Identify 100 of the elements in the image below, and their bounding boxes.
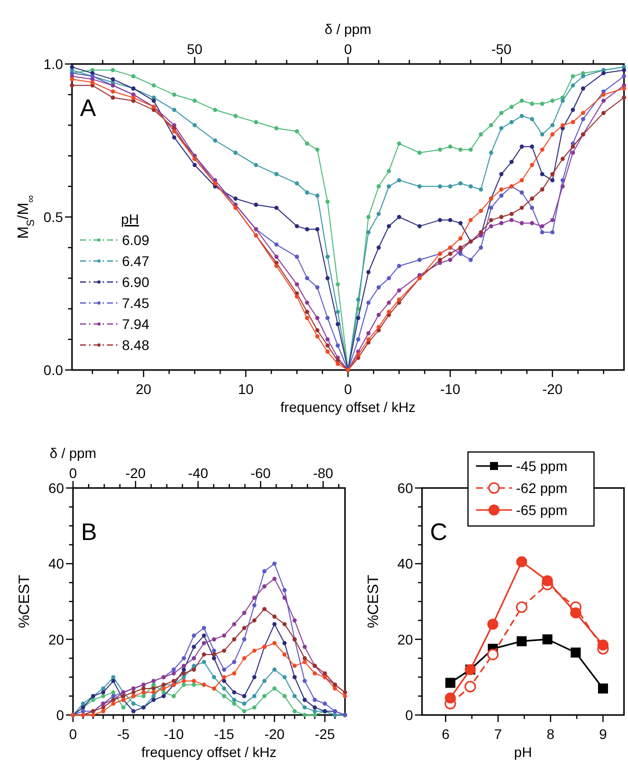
point [315,316,320,320]
point [448,144,452,149]
legend-title: pH [121,211,139,227]
x-tick-label: 6 [442,726,450,742]
point [499,172,504,176]
y-tick-label: 60 [397,480,414,496]
point [192,682,196,687]
point [540,224,544,228]
x2-tick-label: 0 [344,41,352,57]
point [489,150,494,155]
x2-axis-title: δ / ppm [50,445,96,461]
point [302,712,307,718]
point [302,698,307,702]
x2-tick-label: -40 [188,465,208,481]
point [489,224,494,228]
point [386,300,391,305]
point [570,108,575,112]
y-tick-label: 40 [397,556,414,572]
point [509,120,514,124]
legend-label: 8.48 [122,337,150,353]
point [530,102,534,106]
point [152,98,156,103]
point [444,692,456,704]
point [312,671,317,676]
point [570,120,575,124]
point [560,123,565,128]
point [417,150,422,155]
point [192,162,197,168]
point [131,96,136,100]
x2-tick-label: -60 [250,465,271,481]
point [464,680,476,692]
point [222,633,226,638]
point [322,702,327,706]
point [499,187,504,192]
point [110,89,115,94]
point [550,178,555,182]
point [262,694,267,698]
point [601,98,606,103]
point [90,80,95,84]
point [322,671,327,676]
point [438,258,442,262]
point [254,202,258,207]
point [111,694,116,698]
point [91,712,96,718]
point [438,184,442,188]
legend-label: -45 ppm [516,458,568,474]
point [162,686,166,691]
point [292,664,297,668]
point [516,556,528,568]
point [70,64,74,70]
point [182,682,186,687]
x2-tick-label: -80 [313,465,334,481]
point [110,68,115,72]
point [111,690,116,694]
x-tick-label: 8 [546,726,555,742]
point [417,184,422,188]
point [386,224,391,228]
x-tick-label: 7 [494,726,502,742]
point [376,184,381,188]
legend-label: -65 ppm [516,502,568,518]
point [336,282,340,286]
point [182,675,186,680]
point [305,190,310,195]
x-axis-title: frequency offset / kHz [141,744,277,760]
point [305,316,310,320]
point [581,74,586,78]
point [458,148,463,152]
point [232,622,236,626]
point [598,684,608,694]
point [252,694,256,698]
point [282,622,287,626]
x-tick-label: 20 [136,381,152,397]
point [478,246,483,250]
point [550,172,555,176]
point [274,242,279,247]
point [294,129,299,134]
point [550,123,555,128]
point [110,96,115,100]
point [282,588,287,592]
point [397,264,402,268]
point [222,648,226,653]
point [252,603,256,608]
point [366,214,371,220]
point [172,135,176,140]
point [489,123,494,128]
point [302,656,307,660]
point [489,218,494,222]
point [110,77,115,82]
point [294,254,299,259]
point [540,230,544,234]
point [212,648,216,653]
y-tick-label: 0 [405,707,414,723]
y-tick-label: 20 [397,631,414,648]
point [356,352,360,357]
x2-tick-label: -50 [491,41,512,57]
point [516,601,528,613]
point [478,187,483,192]
point [509,160,514,164]
point [162,694,166,698]
point [282,675,287,680]
